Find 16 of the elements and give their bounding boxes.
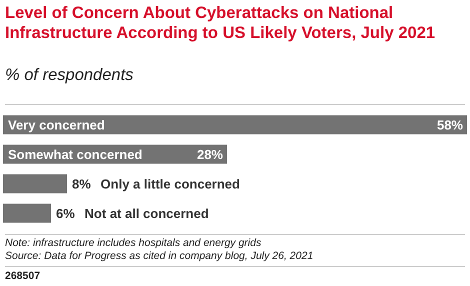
bar <box>3 174 67 194</box>
bar <box>3 204 51 223</box>
data-label: 8% <box>72 176 92 192</box>
bar <box>3 115 467 134</box>
text: 268507 <box>5 270 40 282</box>
data-label: 6% <box>56 206 76 221</box>
y-tick-label: Somewhat concerned <box>8 146 142 162</box>
data-label: 58% <box>436 117 464 132</box>
text: Note: infrastructure includes hospitals and energy grids <box>5 237 262 250</box>
source-note: Source: Data for Progress as cited in company blog, July 26, 2021 <box>5 250 314 263</box>
y-tick-label: Only a little concerned <box>100 176 240 192</box>
data-label: 28% <box>196 146 224 162</box>
y-tick-label: Not at all concerned <box>84 206 209 221</box>
y-tick-label: Very concerned <box>8 117 105 132</box>
chart-title: Level of Concern About Cyberattacks on National Infrastructure According to US Likely Voters, July 2021 <box>5 3 436 43</box>
chart-subtitle: % of respondents <box>5 66 134 85</box>
